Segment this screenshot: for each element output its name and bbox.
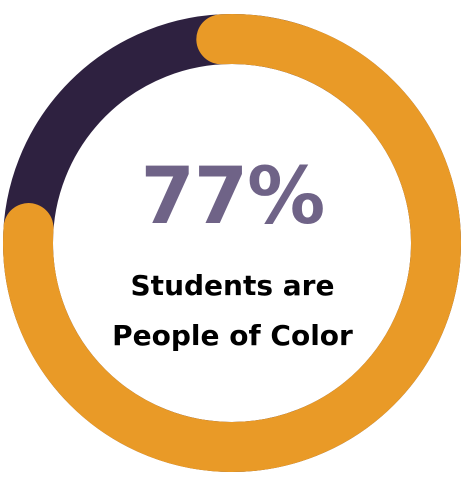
percent-value-label: 77% xyxy=(140,152,326,242)
caption-line-1: Students are xyxy=(130,269,335,302)
caption-line-2: People of Color xyxy=(112,319,353,352)
value-arc xyxy=(3,14,461,472)
